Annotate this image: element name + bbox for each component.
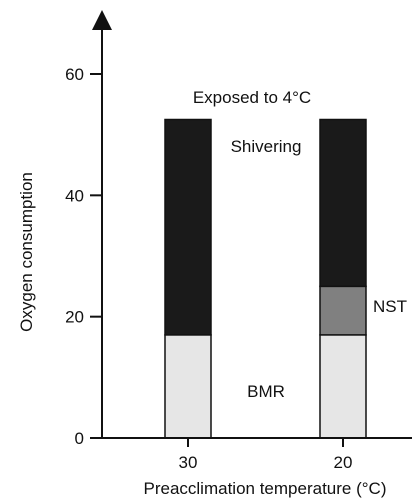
plot-area	[164, 118, 367, 439]
shivering-label: Shivering	[231, 137, 302, 156]
nst-label: NST	[373, 297, 407, 316]
exposure-label: Exposed to 4°C	[193, 88, 311, 107]
bar-segment-bmr-20	[319, 334, 367, 439]
bar-segment-bmr-30	[164, 334, 212, 439]
x-tick-label: 30	[179, 453, 198, 472]
x-ticks: 30 20	[179, 438, 353, 472]
bar-segment-shivering-20	[319, 118, 367, 288]
y-tick-label: 0	[75, 429, 84, 448]
x-axis-title: Preacclimation temperature (°C)	[144, 479, 387, 498]
y-axis-arrow	[92, 10, 112, 30]
y-tick-label: 20	[65, 308, 84, 327]
y-axis-title: Oxygen consumption	[17, 172, 36, 332]
y-ticks: 0 20 40 60	[65, 65, 102, 448]
y-tick-label: 40	[65, 186, 84, 205]
bar-segment-shivering-30	[164, 118, 212, 336]
bar-segment-nst-20	[319, 285, 367, 336]
x-tick-label: 20	[334, 453, 353, 472]
y-tick-label: 60	[65, 65, 84, 84]
bmr-label: BMR	[247, 382, 285, 401]
